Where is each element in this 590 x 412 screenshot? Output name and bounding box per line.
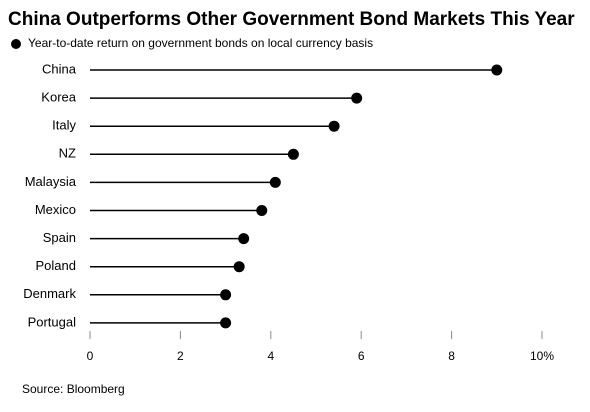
x-tick-label: 6 xyxy=(358,349,365,363)
y-tick-label: Spain xyxy=(43,230,76,245)
dot xyxy=(256,205,268,216)
y-tick-label: Italy xyxy=(52,118,76,133)
dot xyxy=(233,261,245,273)
x-tick-label: 8 xyxy=(448,349,455,363)
y-tick-label: Korea xyxy=(41,90,76,105)
dot xyxy=(328,120,340,132)
dot xyxy=(269,176,281,188)
y-tick-label: Portugal xyxy=(28,314,77,329)
source: Source: Bloomberg xyxy=(22,382,125,396)
y-tick-label: Poland xyxy=(36,258,76,273)
dot xyxy=(351,92,363,104)
x-tick-label: 10% xyxy=(530,349,554,363)
y-tick-label: China xyxy=(42,61,77,76)
dot xyxy=(220,317,232,329)
y-tick-label: NZ xyxy=(59,146,76,161)
dot xyxy=(287,148,299,160)
y-tick-label: Mexico xyxy=(35,202,76,217)
x-tick-label: 4 xyxy=(267,349,274,363)
chart-title: China Outperforms Other Government Bond … xyxy=(8,9,575,30)
dot xyxy=(238,233,250,245)
dot xyxy=(220,289,232,301)
dot xyxy=(491,64,503,76)
legend-label: Year-to-date return on government bonds … xyxy=(28,36,373,50)
x-tick-label: 0 xyxy=(87,349,94,363)
x-tick-label: 2 xyxy=(177,349,184,363)
legend-marker xyxy=(11,39,21,49)
y-tick-label: Denmark xyxy=(23,286,76,301)
y-tick-label: Malaysia xyxy=(25,174,77,189)
